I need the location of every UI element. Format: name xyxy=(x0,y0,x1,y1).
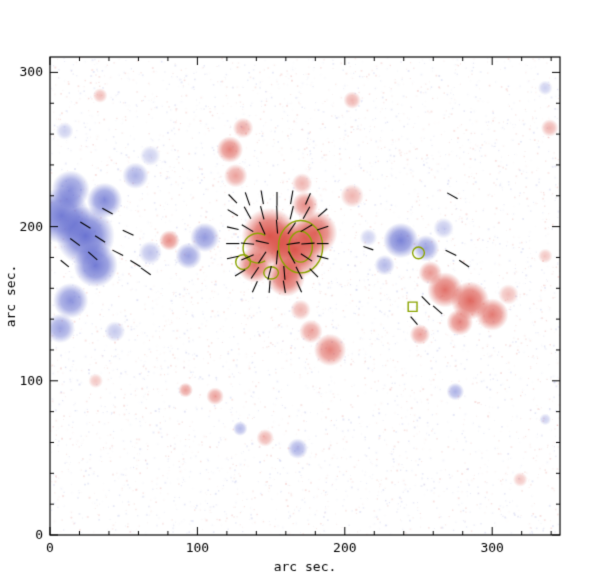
solar-magnetogram-figure: Solar Flare Telescope (MTK) : vector mag… xyxy=(0,0,612,585)
magnetogram-canvas xyxy=(0,0,612,585)
